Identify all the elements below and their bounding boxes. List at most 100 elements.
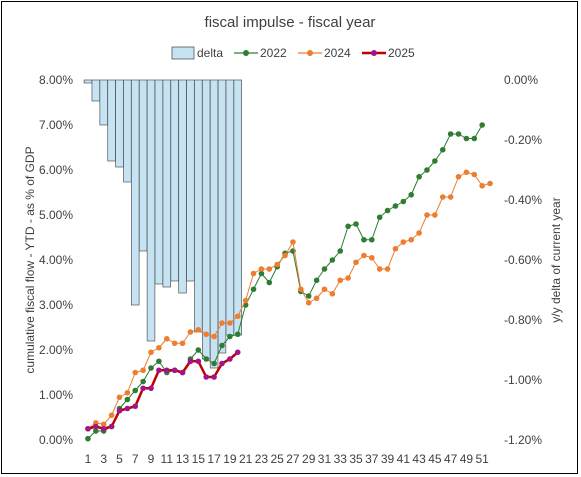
right-tick-label: -0.40% xyxy=(504,193,542,207)
point-2024 xyxy=(298,286,304,293)
point-2022 xyxy=(329,257,336,263)
delta-bar xyxy=(138,79,148,252)
x-tick-label: 33 xyxy=(334,452,348,466)
right-axis-ticks: -1.20% -1.00% -0.80% -0.60% -0.40% -0.20% 0.00… xyxy=(504,73,542,447)
x-tick-label: 27 xyxy=(286,452,300,466)
legend-label-2025: 2025 xyxy=(388,46,415,60)
point-2025 xyxy=(163,367,170,374)
point-2024 xyxy=(163,335,170,342)
point-2024 xyxy=(234,313,241,320)
x-tick-label: 35 xyxy=(349,452,363,466)
point-2024 xyxy=(274,261,280,268)
x-tick-label: 49 xyxy=(460,452,474,466)
x-tick-label: 7 xyxy=(132,452,139,466)
point-2025 xyxy=(100,425,107,432)
delta-bar xyxy=(178,79,187,294)
point-2022 xyxy=(337,248,344,254)
x-tick-label: 3 xyxy=(100,452,107,466)
x-tick-label: 39 xyxy=(381,452,395,466)
x-tick-label: 5 xyxy=(116,452,123,466)
x-tick-label: 21 xyxy=(239,452,253,466)
right-tick-label: -0.80% xyxy=(504,313,542,327)
delta-bar xyxy=(99,79,108,126)
point-2022 xyxy=(132,387,139,394)
delta-bar xyxy=(146,79,156,342)
point-2025 xyxy=(108,423,115,430)
x-tick-label: 13 xyxy=(176,452,190,466)
series-lines xyxy=(85,122,493,442)
point-2022 xyxy=(376,214,383,221)
point-2022 xyxy=(400,198,407,205)
delta-bar xyxy=(233,79,242,336)
point-2022 xyxy=(219,342,225,349)
left-tick-label: 6.00% xyxy=(39,163,73,177)
left-tick-label: 0.00% xyxy=(39,433,73,447)
point-2024 xyxy=(479,182,485,189)
point-2024 xyxy=(368,254,375,261)
point-2024 xyxy=(140,367,146,374)
legend-marker-2024 xyxy=(307,50,313,56)
point-2022 xyxy=(432,158,438,164)
point-2022 xyxy=(124,396,131,403)
point-2024 xyxy=(211,333,217,340)
point-2022 xyxy=(195,347,202,353)
point-2024 xyxy=(329,290,336,297)
point-2022 xyxy=(258,270,265,277)
point-2022 xyxy=(392,203,399,209)
x-tick-label: 37 xyxy=(365,452,379,466)
point-2024 xyxy=(116,394,123,401)
delta-bar xyxy=(162,79,172,288)
point-2024 xyxy=(195,326,202,333)
point-2022 xyxy=(156,358,162,365)
left-tick-label: 3.00% xyxy=(39,298,73,312)
delta-bar xyxy=(107,79,116,162)
point-2024 xyxy=(345,275,351,281)
point-2024 xyxy=(148,349,154,356)
point-2025 xyxy=(211,374,217,380)
point-2022 xyxy=(345,223,351,230)
legend-label-2022: 2022 xyxy=(260,46,287,60)
point-2024 xyxy=(471,171,478,178)
point-2022 xyxy=(424,167,430,173)
point-2024 xyxy=(250,270,257,277)
point-2024 xyxy=(463,169,470,176)
delta-bar xyxy=(123,79,132,183)
delta-bar xyxy=(170,79,179,282)
point-2022 xyxy=(361,236,367,243)
point-2022 xyxy=(384,207,391,214)
delta-bar xyxy=(131,79,140,306)
point-2024 xyxy=(408,236,415,243)
left-axis-ticks: 0.00% 1.00% 2.00% 3.00% 4.00% 5.00% 6.00% 7.00%… xyxy=(39,73,73,447)
point-2024 xyxy=(376,266,383,272)
point-2025 xyxy=(219,360,225,367)
legend-marker-2022 xyxy=(243,50,249,56)
point-2022 xyxy=(408,191,415,198)
point-2025 xyxy=(132,403,139,410)
right-tick-label: 0.00% xyxy=(504,73,538,87)
left-axis-title: cumulative fiscal flow - YTD - as % of G… xyxy=(23,146,37,373)
point-2024 xyxy=(487,180,493,187)
point-2024 xyxy=(321,286,328,293)
delta-bar xyxy=(115,79,124,168)
point-2022 xyxy=(250,286,257,293)
x-tick-label: 17 xyxy=(207,452,221,466)
point-2025 xyxy=(116,407,123,414)
x-tick-label: 15 xyxy=(192,452,206,466)
point-2022 xyxy=(447,131,454,137)
point-2022 xyxy=(203,356,210,362)
point-2024 xyxy=(432,212,438,218)
x-axis-ticks: 1 3 5 7 9 11 13 15 17 19 21 23 25 27 29 31 33 35 37 39 41 43 4… xyxy=(85,452,490,466)
point-2022 xyxy=(148,365,154,371)
right-axis-title: y/y delta of current year xyxy=(549,197,563,322)
left-tick-label: 2.00% xyxy=(39,343,73,357)
point-2025 xyxy=(93,423,99,430)
x-tick-label: 31 xyxy=(318,452,332,466)
point-2022 xyxy=(266,279,273,286)
point-2022 xyxy=(211,360,217,367)
delta-bar xyxy=(186,79,195,282)
point-2025 xyxy=(195,358,202,365)
x-tick-label: 23 xyxy=(255,452,269,466)
x-tick-label: 25 xyxy=(270,452,284,466)
point-2025 xyxy=(156,367,162,374)
